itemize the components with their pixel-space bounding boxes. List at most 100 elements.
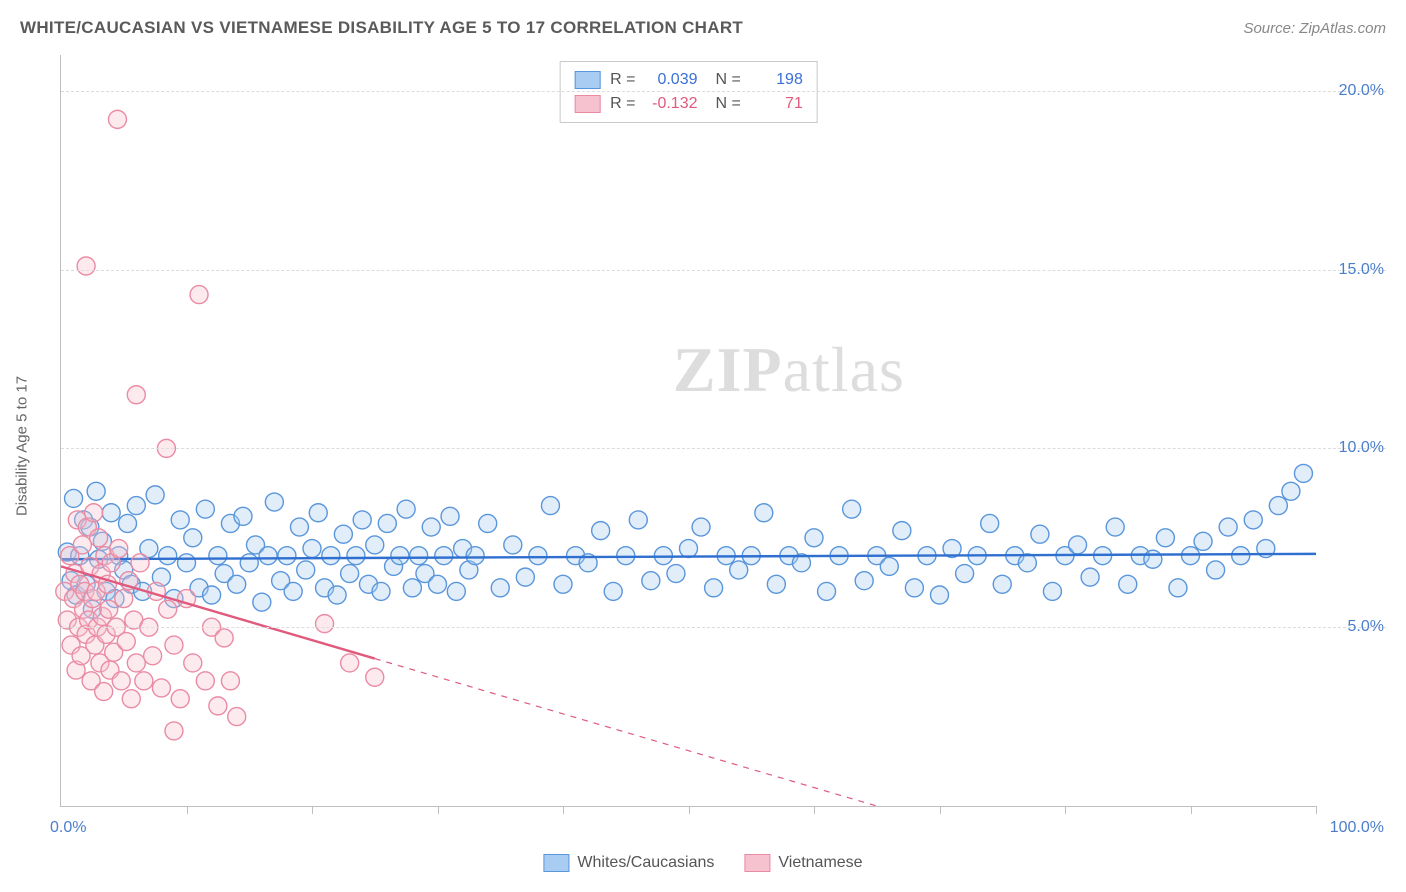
scatter-point-vietnamese [77, 257, 95, 275]
scatter-point-vietnamese [127, 386, 145, 404]
scatter-point-white [479, 514, 497, 532]
stat-n-value: 198 [751, 68, 803, 92]
x-end-label: 100.0% [1330, 819, 1384, 837]
scatter-point-white [931, 586, 949, 604]
scatter-point-white [541, 497, 559, 515]
scatter-point-vietnamese [165, 636, 183, 654]
scatter-point-white [119, 514, 137, 532]
scatter-point-white [504, 536, 522, 554]
scatter-point-white [692, 518, 710, 536]
scatter-point-white [1156, 529, 1174, 547]
scatter-point-white [403, 579, 421, 597]
stat-r-value: 0.039 [646, 68, 698, 92]
scatter-point-vietnamese [127, 654, 145, 672]
y-tick-label: 20.0% [1324, 82, 1384, 100]
scatter-point-white [1182, 547, 1200, 565]
scatter-point-white [629, 511, 647, 529]
scatter-point-white [1018, 554, 1036, 572]
scatter-point-vietnamese [110, 540, 128, 558]
x-tick [312, 806, 313, 814]
x-origin-label: 0.0% [50, 819, 86, 837]
scatter-point-white [422, 518, 440, 536]
x-tick [438, 806, 439, 814]
scatter-point-white [1219, 518, 1237, 536]
scatter-point-white [1043, 582, 1061, 600]
y-tick-label: 5.0% [1324, 618, 1384, 636]
scatter-point-vietnamese [316, 615, 334, 633]
scatter-point-white [1194, 532, 1212, 550]
scatter-point-white [228, 575, 246, 593]
scatter-point-white [730, 561, 748, 579]
stat-n-label: N = [716, 92, 741, 116]
scatter-point-white [253, 593, 271, 611]
legend-item: Whites/Caucasians [543, 854, 714, 872]
scatter-point-white [993, 575, 1011, 593]
scatter-point-white [146, 486, 164, 504]
stats-legend-box: R =0.039N =198R =-0.132N =71 [559, 61, 818, 123]
gridline [61, 448, 1386, 449]
scatter-point-vietnamese [108, 110, 126, 128]
scatter-point-vietnamese [171, 690, 189, 708]
scatter-point-white [447, 582, 465, 600]
plot-wrap: Disability Age 5 to 17 ZIPatlas R =0.039… [40, 55, 1386, 837]
scatter-point-white [334, 525, 352, 543]
scatter-point-white [347, 547, 365, 565]
scatter-point-white [234, 507, 252, 525]
legend-swatch [543, 854, 569, 872]
scatter-point-white [178, 554, 196, 572]
scatter-point-vietnamese [100, 600, 118, 618]
legend-item: Vietnamese [744, 854, 862, 872]
plot-area: ZIPatlas R =0.039N =198R =-0.132N =71 5.… [60, 55, 1316, 807]
x-tick [1191, 806, 1192, 814]
scatter-point-white [1244, 511, 1262, 529]
scatter-point-white [372, 582, 390, 600]
scatter-point-white [1169, 579, 1187, 597]
scatter-point-white [435, 547, 453, 565]
scatter-point-vietnamese [165, 722, 183, 740]
scatter-point-white [309, 504, 327, 522]
scatter-point-white [1232, 547, 1250, 565]
stats-row: R =-0.132N =71 [574, 92, 803, 116]
scatter-point-white [1069, 536, 1087, 554]
x-tick [1065, 806, 1066, 814]
scatter-point-vietnamese [221, 672, 239, 690]
scatter-point-white [855, 572, 873, 590]
scatter-point-vietnamese [135, 672, 153, 690]
legend-swatch [744, 854, 770, 872]
scatter-point-white [127, 497, 145, 515]
scatter-point-white [290, 518, 308, 536]
stat-r-label: R = [610, 68, 635, 92]
scatter-point-white [284, 582, 302, 600]
scatter-point-white [159, 547, 177, 565]
scatter-point-white [303, 540, 321, 558]
scatter-point-white [265, 493, 283, 511]
scatter-point-white [755, 504, 773, 522]
scatter-point-vietnamese [196, 672, 214, 690]
scatter-point-white [667, 565, 685, 583]
header-row: WHITE/CAUCASIAN VS VIETNAMESE DISABILITY… [20, 18, 1386, 38]
scatter-point-white [843, 500, 861, 518]
gridline [61, 627, 1386, 628]
stat-n-label: N = [716, 68, 741, 92]
scatter-point-white [705, 579, 723, 597]
scatter-point-white [818, 582, 836, 600]
chart-title: WHITE/CAUCASIAN VS VIETNAMESE DISABILITY… [20, 18, 743, 38]
scatter-point-white [1294, 464, 1312, 482]
scatter-point-vietnamese [215, 629, 233, 647]
legend-label: Vietnamese [778, 854, 862, 872]
scatter-point-vietnamese [95, 683, 113, 701]
stat-n-value: 71 [751, 92, 803, 116]
y-tick-label: 10.0% [1324, 439, 1384, 457]
scatter-point-white [278, 547, 296, 565]
scatter-point-white [341, 565, 359, 583]
scatter-point-white [1031, 525, 1049, 543]
scatter-point-white [491, 579, 509, 597]
scatter-point-white [259, 547, 277, 565]
scatter-point-white [397, 500, 415, 518]
scatter-point-white [65, 489, 83, 507]
scatter-point-white [1269, 497, 1287, 515]
x-tick [563, 806, 564, 814]
scatter-point-white [184, 529, 202, 547]
scatter-point-vietnamese [144, 647, 162, 665]
scatter-point-white [767, 575, 785, 593]
